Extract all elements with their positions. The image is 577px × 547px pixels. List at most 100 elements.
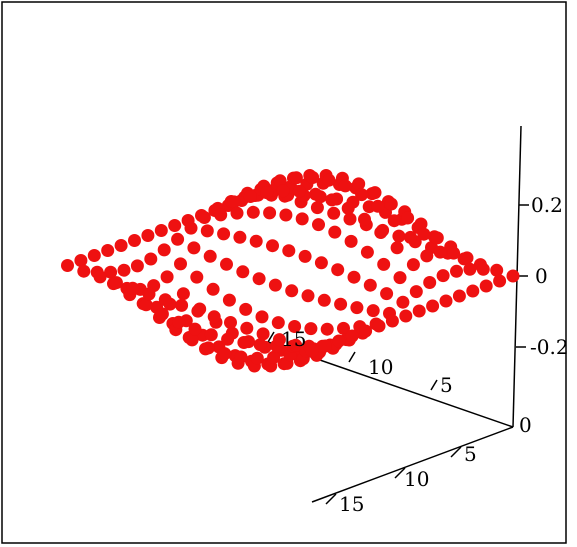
surface-point	[430, 231, 444, 245]
surface-point	[266, 239, 279, 253]
x-tick-label-15: 15	[281, 327, 306, 351]
surface-point	[506, 269, 520, 283]
surface-point	[436, 269, 450, 283]
surface-point	[222, 293, 236, 307]
surface-point	[201, 341, 215, 355]
surface-point	[74, 254, 88, 267]
surface-point	[493, 274, 507, 288]
surface-point	[350, 301, 364, 315]
surface-point	[253, 338, 267, 352]
surface-point	[399, 309, 413, 323]
surface-point	[377, 257, 391, 271]
surface-point	[396, 295, 410, 309]
surface-point	[155, 307, 169, 321]
surface-point	[447, 246, 461, 260]
surface-point	[220, 257, 233, 271]
surface-point	[298, 249, 312, 263]
surface-point	[109, 276, 123, 290]
surface-point	[117, 263, 131, 277]
z-tick-label-0: 0	[535, 264, 548, 288]
surface-point	[318, 339, 332, 353]
surface-point	[197, 211, 211, 224]
surface-point	[426, 299, 440, 313]
surface-point	[126, 281, 140, 295]
surface-point	[185, 333, 199, 347]
surface-point	[158, 293, 172, 307]
surface-point	[218, 347, 232, 361]
surface-point	[412, 304, 426, 318]
surface-point	[360, 245, 374, 259]
surface-point	[476, 262, 490, 276]
surface-point	[273, 174, 287, 188]
surface-point	[314, 256, 328, 270]
surface-point	[392, 229, 406, 243]
surface-point	[334, 297, 348, 311]
surface-point	[327, 206, 341, 220]
surface-point	[305, 344, 319, 358]
surface-point	[433, 245, 447, 259]
surface-point	[234, 350, 248, 364]
surface-point	[355, 188, 369, 202]
surface-point	[347, 270, 361, 284]
surface-point	[206, 282, 220, 296]
surface-point	[406, 258, 420, 272]
surface-point	[306, 171, 320, 184]
surface-point	[295, 212, 309, 226]
surface-point	[246, 205, 260, 219]
surface-point	[387, 214, 401, 228]
surface-point	[191, 304, 205, 318]
surface-point	[320, 322, 334, 336]
surface-point	[309, 187, 323, 201]
surface-point	[174, 257, 187, 271]
surface-points	[61, 169, 520, 373]
surface-point	[310, 201, 324, 215]
y-axis-line	[311, 426, 514, 503]
surface-point	[285, 284, 299, 298]
surface-point	[374, 226, 388, 239]
surface-point	[128, 234, 141, 247]
surface-point	[368, 186, 382, 200]
y-tick-label-0: 0	[519, 413, 532, 437]
surface-point	[343, 212, 357, 226]
surface-point	[114, 239, 128, 252]
surface-point	[352, 177, 366, 191]
tick-marks	[267, 204, 529, 505]
surface-point	[384, 197, 398, 211]
y-tick-mark-15	[325, 493, 337, 505]
surface-point	[142, 287, 156, 301]
surface-point	[276, 184, 290, 198]
x-tick-label-10: 10	[368, 355, 393, 379]
surface-point	[190, 270, 204, 284]
surface-point	[417, 227, 431, 241]
surface-point	[271, 316, 285, 330]
surface-point	[268, 278, 282, 292]
x-tick-mark-15	[267, 331, 275, 343]
surface-point	[358, 212, 371, 226]
surface-point	[139, 298, 153, 312]
surface-point	[272, 333, 286, 347]
surface-point	[187, 241, 201, 255]
surface-point	[312, 218, 325, 232]
surface-point	[168, 219, 182, 232]
y-tick-label-15: 15	[339, 492, 364, 516]
surface-point	[423, 276, 437, 289]
surface-point	[104, 265, 118, 279]
surface-point	[390, 241, 404, 255]
surface-point	[240, 321, 254, 335]
surface-point	[380, 287, 394, 301]
surface-point	[301, 289, 315, 303]
surface-point	[237, 336, 251, 349]
surface-point	[466, 284, 480, 298]
surface-point	[331, 263, 345, 277]
surface-point	[77, 264, 91, 278]
surface-point	[224, 316, 237, 329]
surface-point	[144, 252, 158, 266]
surface-point	[385, 314, 399, 328]
surface-point	[175, 298, 189, 312]
surface-point	[328, 225, 342, 239]
surface-point	[93, 270, 107, 284]
surface-point	[154, 224, 168, 237]
surface-point	[345, 329, 359, 343]
surface-point	[203, 249, 217, 263]
